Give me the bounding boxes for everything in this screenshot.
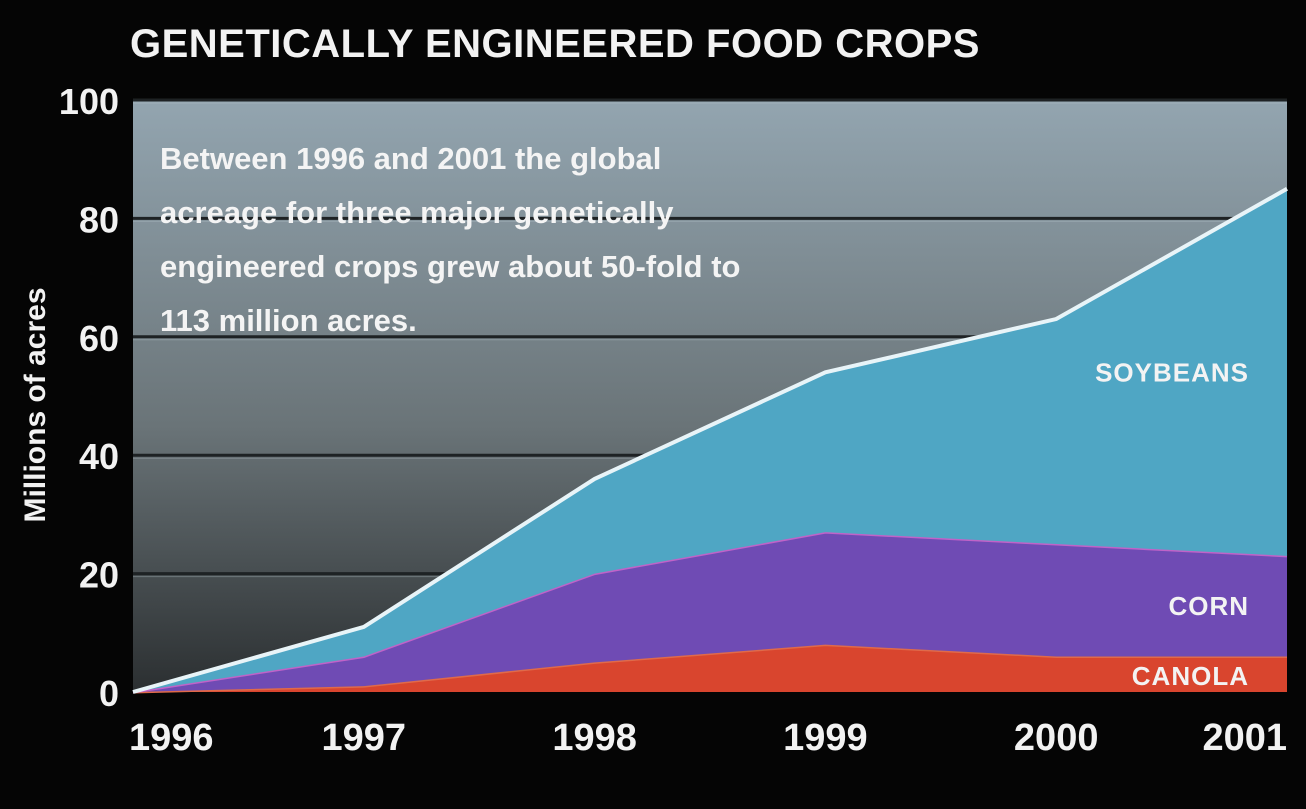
series-label-canola: CANOLA <box>1132 661 1249 691</box>
area-soybeans <box>133 188 1287 693</box>
x-tick-label-1998: 1998 <box>552 717 637 759</box>
series-label-soybeans: SOYBEANS <box>1095 357 1249 387</box>
y-tick-label-0: 0 <box>99 673 119 714</box>
y-tick-label-60: 60 <box>79 318 119 359</box>
x-tick-label-1997: 1997 <box>322 717 407 759</box>
x-tick-label-2000: 2000 <box>1014 717 1099 759</box>
x-tick-label-1999: 1999 <box>783 717 868 759</box>
x-tick-label-1996: 1996 <box>129 717 214 759</box>
area-corn <box>133 532 1287 692</box>
chart-title: GENETICALLY ENGINEERED FOOD CROPS <box>130 22 980 66</box>
chart-annotation: Between 1996 and 2001 the global acreage… <box>160 141 741 338</box>
y-tick-label-80: 80 <box>79 199 119 240</box>
y-tick-label-40: 40 <box>79 436 119 477</box>
y-tick-label-20: 20 <box>79 555 119 596</box>
series-label-corn: CORN <box>1168 591 1249 621</box>
x-tick-label-2001: 2001 <box>1202 717 1287 759</box>
y-tick-label-100: 100 <box>59 81 119 122</box>
edge-soybeans <box>132 187 1288 694</box>
